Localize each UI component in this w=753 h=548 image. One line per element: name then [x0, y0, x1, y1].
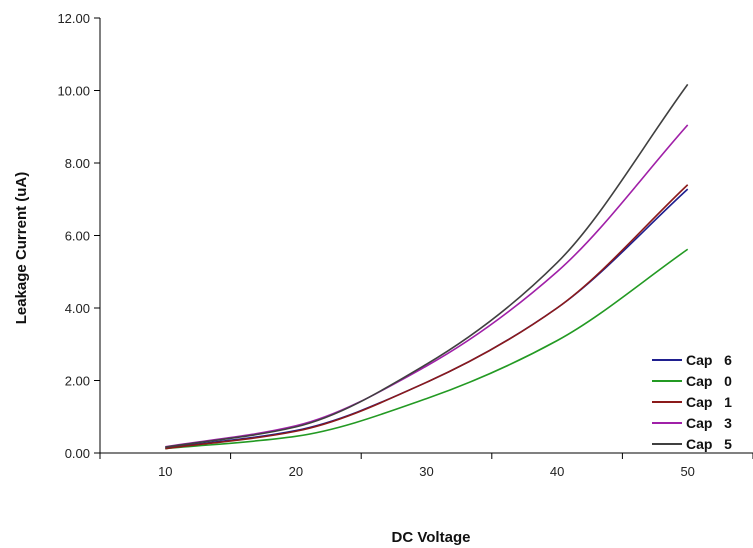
series-lines: [165, 83, 689, 450]
legend-item: Cap 6: [652, 352, 732, 368]
legend-item: Cap 0: [652, 373, 732, 389]
x-tick-label: 50: [680, 464, 694, 479]
y-tick-label: 2.00: [65, 374, 90, 389]
y-tick-label: 6.00: [65, 229, 90, 244]
x-ticks: 10 20 30 40 50: [99, 453, 753, 479]
y-axis-title: Leakage Current (uA): [13, 172, 30, 325]
y-tick-label: 4.00: [65, 301, 90, 316]
x-tick-label: 30: [419, 464, 433, 479]
series-line-4: [165, 83, 689, 448]
x-tick-label: 40: [550, 464, 564, 479]
y-tick-label: 0.00: [65, 446, 90, 461]
legend-label: Cap 1: [686, 394, 732, 410]
legend-item: Cap 1: [652, 394, 732, 410]
series-line-2: [165, 184, 689, 450]
legend-label: Cap 3: [686, 415, 732, 431]
legend-label: Cap 5: [686, 436, 732, 452]
legend-label: Cap 0: [686, 373, 732, 389]
plot-area: 10 20 30 40 50 0.00 2.00 4.00 6.00 8.00 10.00 12.0…: [57, 11, 753, 479]
legend: Cap 6 Cap 0 Cap 1 Cap 3 Cap 5: [652, 352, 732, 452]
x-tick-label: 10: [158, 464, 172, 479]
y-tick-label: 8.00: [65, 156, 90, 171]
x-tick-label: 20: [289, 464, 303, 479]
legend-item: Cap 5: [652, 436, 732, 452]
series-line-0: [165, 188, 689, 449]
legend-item: Cap 3: [652, 415, 732, 431]
series-line-3: [165, 124, 689, 448]
series-line-1: [165, 248, 689, 450]
x-axis-title: DC Voltage: [392, 529, 471, 546]
legend-label: Cap 6: [686, 352, 732, 368]
y-tick-label: 10.00: [57, 84, 90, 99]
y-tick-label: 12.00: [57, 11, 90, 26]
y-ticks: 0.00 2.00 4.00 6.00 8.00 10.00 12.00: [57, 11, 100, 461]
